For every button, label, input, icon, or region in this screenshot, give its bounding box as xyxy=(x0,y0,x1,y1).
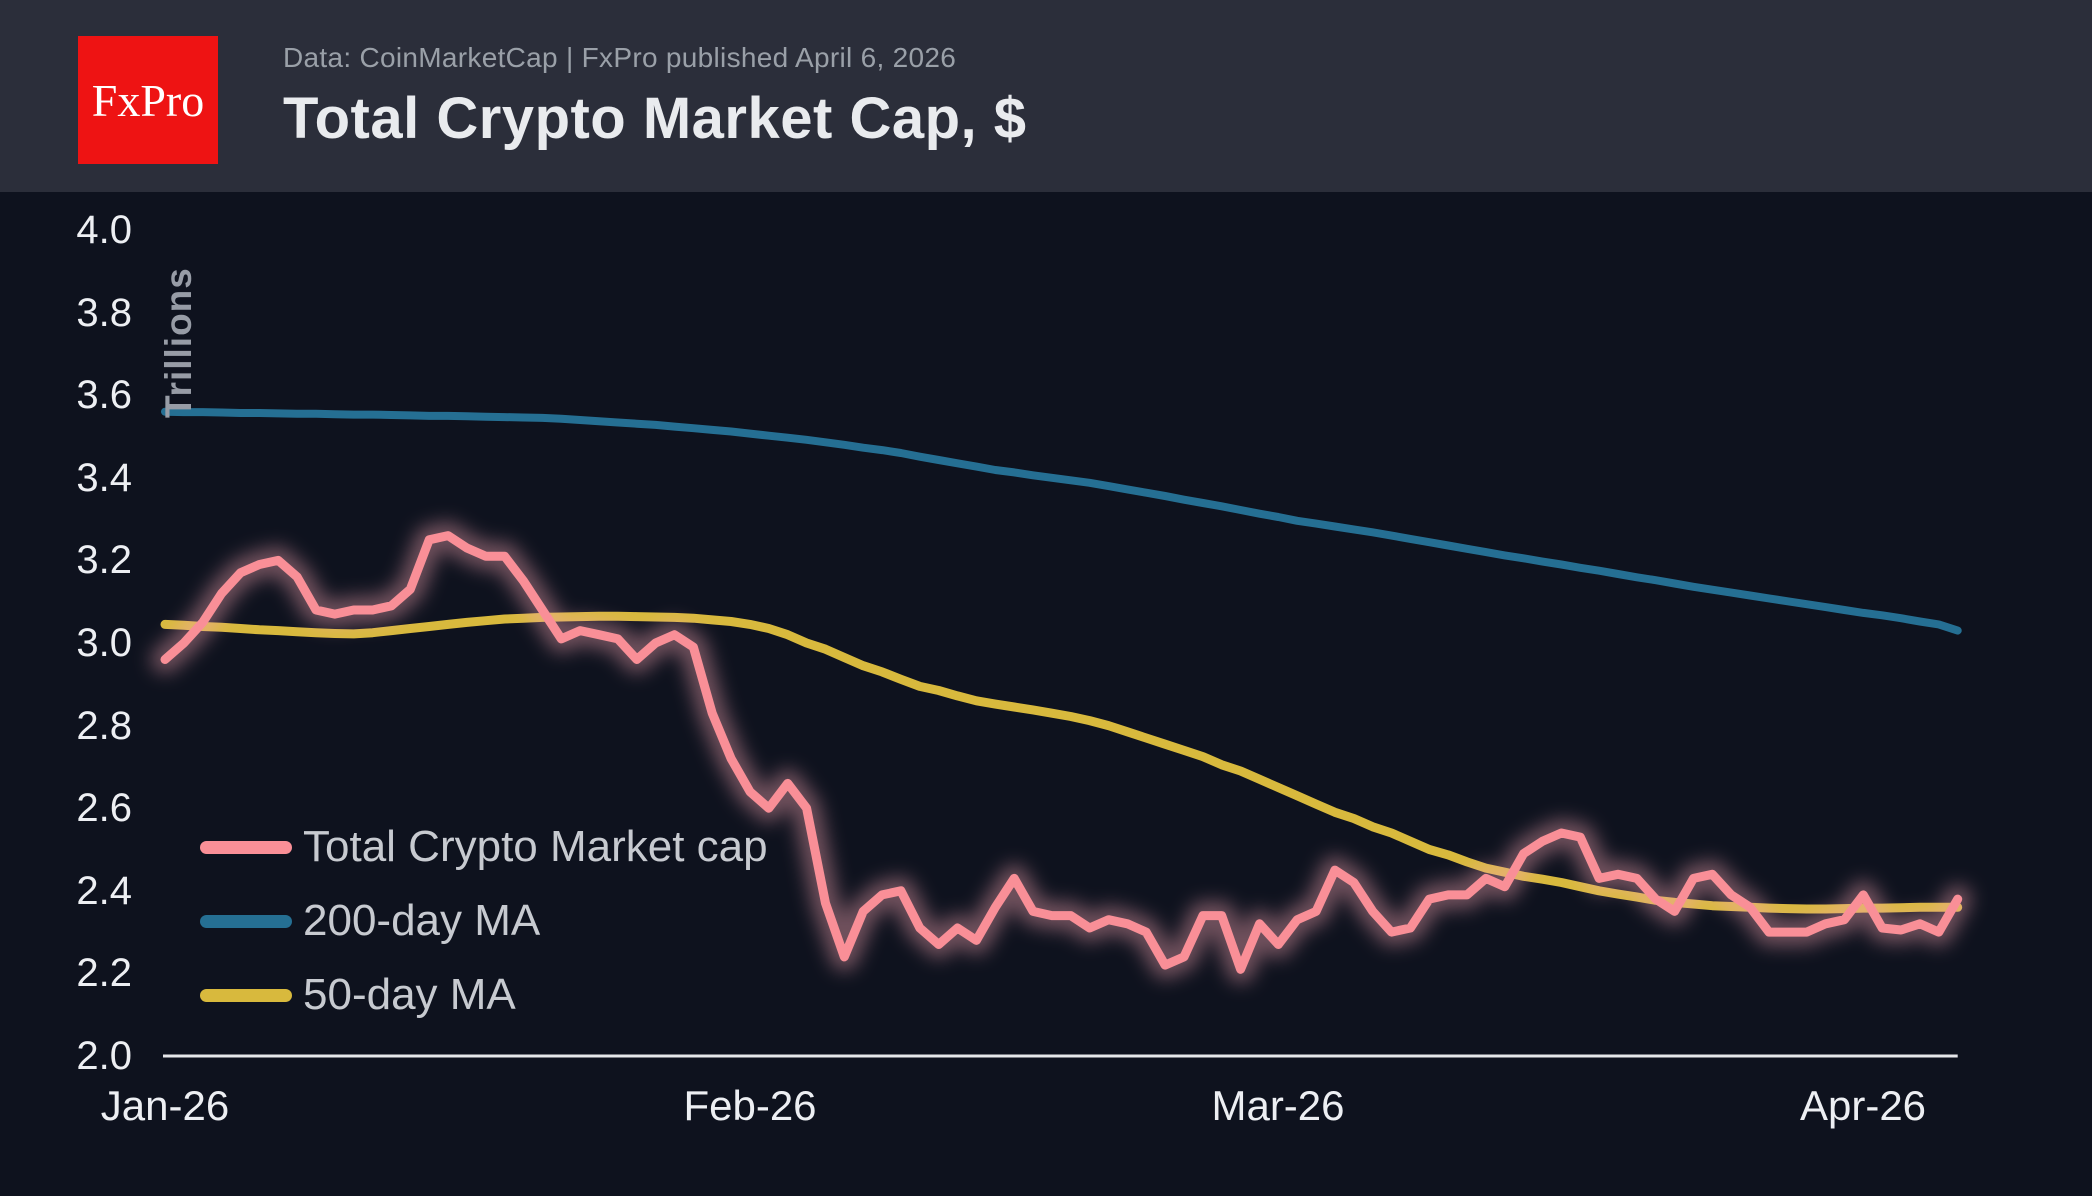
y-axis-title: Trillions xyxy=(158,267,199,418)
fxpro-logo-text: FxPro xyxy=(91,74,205,126)
legend-label: 50-day MA xyxy=(303,970,516,1019)
legend-item-50-day-ma: 50-day MA xyxy=(200,958,768,1032)
y-axis-tick-label: 2.2 xyxy=(76,951,132,996)
y-axis-tick-label: 3.8 xyxy=(76,290,132,335)
legend-swatch-50-day-ma xyxy=(200,988,292,1002)
legend: Total Crypto Market cap 200-day MA 50-day … xyxy=(200,810,768,1032)
y-axis-tick-label: 2.6 xyxy=(76,786,132,831)
y-axis-tick-label: 2.8 xyxy=(76,703,132,748)
x-axis-tick-label: Jan-26 xyxy=(100,1082,230,1129)
x-axis-tick-label: Mar-26 xyxy=(1211,1082,1345,1129)
x-axis-tick-label: Feb-26 xyxy=(683,1082,817,1129)
y-axis-tick-label: 3.4 xyxy=(76,455,132,500)
fxpro-logo: FxPro xyxy=(78,36,218,164)
legend-item-200-day-ma: 200-day MA xyxy=(200,884,768,958)
y-axis-tick-label: 4.0 xyxy=(76,208,132,252)
y-axis-tick-label: 3.2 xyxy=(76,538,132,583)
series-line-total-crypto-market-cap xyxy=(160,531,1963,974)
y-axis-tick-label: 3.6 xyxy=(76,373,132,418)
header-bar: FxPro Data: CoinMarketCap | FxPro publis… xyxy=(0,0,2092,192)
x-axis-tick-label: Apr-26 xyxy=(1799,1082,1927,1129)
page-title: Total Crypto Market Cap, $ xyxy=(283,86,1027,151)
y-axis-tick-label: 2.0 xyxy=(76,1034,132,1078)
header-text-block: Data: CoinMarketCap | FxPro published Ap… xyxy=(283,42,1027,152)
y-axis-tick-label: 3.0 xyxy=(76,621,132,665)
y-axis-tick-label: 2.4 xyxy=(76,868,132,913)
legend-item-total-crypto-market-cap: Total Crypto Market cap xyxy=(200,810,768,884)
legend-swatch-200-day-ma xyxy=(200,914,292,928)
legend-label: Total Crypto Market cap xyxy=(303,822,768,871)
series-line-200-day-ma xyxy=(161,407,1962,635)
legend-label: 200-day MA xyxy=(303,896,541,945)
legend-swatch-total-crypto-market-cap xyxy=(200,840,292,854)
data-source-line: Data: CoinMarketCap | FxPro published Ap… xyxy=(283,42,957,73)
